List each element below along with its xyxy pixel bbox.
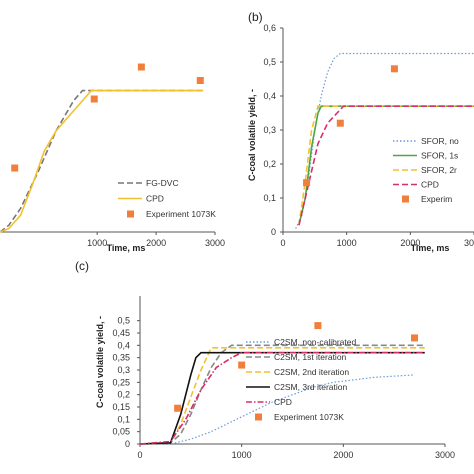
panel-3-legend-6-text: Experiment 1073K bbox=[274, 412, 344, 422]
panel-2-x-tick-label: 3000 bbox=[464, 238, 474, 248]
panel-2-x-axis-title: Time, ms bbox=[411, 243, 450, 253]
panel-2-y-tick-label: 0,5 bbox=[263, 57, 276, 67]
panel-2-x-tick-label: 0 bbox=[280, 238, 285, 248]
panel-3-series-6-point bbox=[314, 322, 322, 330]
panel-3-series-4-line bbox=[139, 351, 425, 445]
panel-3-legend-1-text: C2SM, non-calibrated bbox=[274, 337, 356, 347]
panel-2-label: (b) bbox=[248, 10, 263, 24]
panel-3-y-tick-label: 0,2 bbox=[117, 390, 130, 400]
panel-1-x-tick-label: 2000 bbox=[146, 238, 166, 248]
panel-3-y-tick-label: 0,3 bbox=[117, 365, 130, 375]
panel-3-series-6-point bbox=[238, 361, 246, 369]
panel-3-y-axis-title: C-coal volatile yield, - bbox=[95, 316, 105, 408]
panel-3-y-tick-label: 0,5 bbox=[117, 316, 130, 326]
panel-1-x-tick-label: 3000 bbox=[205, 238, 225, 248]
panel-2-legend-1-text: SFOR, no bbox=[421, 136, 459, 146]
panel-3-legend-6-swatch bbox=[255, 413, 262, 421]
panel-1-series-3-point bbox=[196, 77, 204, 84]
panel-1-series-1-line bbox=[0, 89, 204, 233]
panel-2-legend-4-text: CPD bbox=[421, 180, 439, 190]
panel-1-x-tick-label: 1000 bbox=[87, 238, 107, 248]
panel-3-series-1-line bbox=[140, 374, 415, 445]
panel-3-x-tick-label: 3000 bbox=[435, 450, 455, 460]
panel-2-y-tick-label: 0,1 bbox=[263, 193, 276, 203]
panel-2-legend-2-text: SFOR, 1s bbox=[421, 151, 458, 161]
panel-3-legend-4-text: C2SM, 3rd iteration bbox=[274, 382, 347, 392]
panel-2-series-5-point bbox=[303, 179, 311, 187]
panel-2-legend-3-text: SFOR, 2r bbox=[421, 165, 457, 175]
panel-3-y-tick-label: 0,15 bbox=[112, 402, 130, 412]
panel-3-series-6-point bbox=[411, 334, 418, 342]
panel-3-y-tick-label: 0,25 bbox=[112, 377, 130, 387]
panel-3-legend-3-text: C2SM, 2nd iteration bbox=[274, 367, 349, 377]
panel-2-x-tick-label: 2000 bbox=[400, 238, 420, 248]
panel-1-series-3-point bbox=[137, 63, 145, 71]
panel-2-y-tick-label: 0,6 bbox=[263, 23, 276, 33]
panel-1-series-3-point bbox=[90, 95, 98, 103]
panel-1-series-3-point bbox=[11, 164, 19, 172]
panel-2-legend-5-swatch bbox=[402, 195, 409, 203]
panel-3-series-5-line bbox=[139, 351, 425, 445]
panel-2-y-tick-label: 0,4 bbox=[263, 91, 276, 101]
panel-3-y-tick-label: 0,1 bbox=[117, 414, 130, 424]
panel-3-y-tick-label: 0,35 bbox=[112, 353, 130, 363]
panel-3-series-6-point bbox=[174, 404, 182, 412]
panel-2-y-tick-label: 0,2 bbox=[263, 159, 276, 169]
panel-3-x-tick-label: 0 bbox=[137, 450, 142, 460]
panel-3-legend-5-text: CPD bbox=[274, 397, 292, 407]
panel-3-label: (c) bbox=[75, 259, 89, 273]
panel-2-series-5-point bbox=[390, 65, 398, 73]
panel-3-series-2-line bbox=[139, 344, 425, 445]
panel-3-y-tick-label: 0 bbox=[125, 439, 130, 449]
panel-3-x-tick-label: 1000 bbox=[232, 450, 252, 460]
panel-2-legend-5-text: Experim bbox=[421, 194, 452, 204]
panel-1-series-2-line bbox=[0, 89, 204, 233]
panel-3-y-tick-label: 0,05 bbox=[112, 427, 130, 437]
panel-2-y-axis-title: C-coal volatile yield, - bbox=[247, 89, 257, 181]
panel-3-x-tick-label: 2000 bbox=[333, 450, 353, 460]
panel-1-legend-3-text: Experiment 1073K bbox=[146, 209, 216, 219]
panel-3-y-tick-label: 0,45 bbox=[112, 328, 130, 338]
panel-2-series-5-point bbox=[336, 119, 344, 127]
panel-1-legend-3-swatch bbox=[127, 210, 134, 218]
panel-2-y-tick-label: 0 bbox=[271, 227, 276, 237]
panel-3-y-tick-label: 0,4 bbox=[117, 340, 130, 350]
panel-1-legend-2-text: CPD bbox=[146, 194, 164, 204]
panel-2-y-tick-label: 0,3 bbox=[263, 125, 276, 135]
panel-1-x-axis-title: Time, ms bbox=[107, 243, 146, 253]
panel-2-x-tick-label: 1000 bbox=[337, 238, 357, 248]
panel-1-legend-1-text: FG-DVC bbox=[146, 178, 179, 188]
panel-3-legend-2-text: C2SM, 1st iteration bbox=[274, 352, 347, 362]
